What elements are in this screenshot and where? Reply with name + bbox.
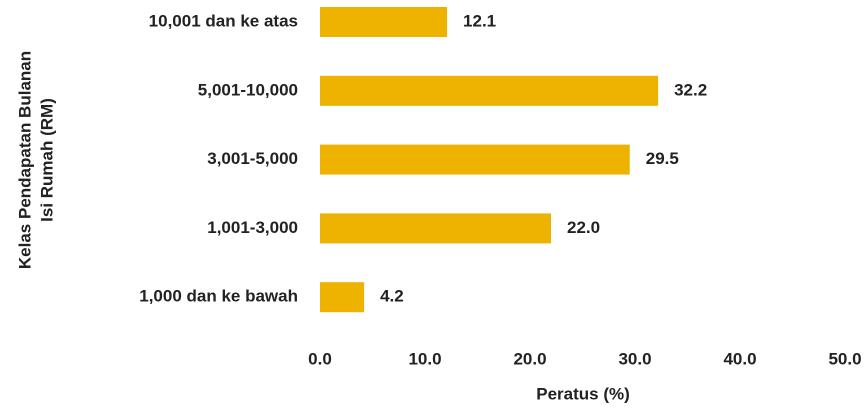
bar [320,282,365,313]
y-tick-label: 1,000 dan ke bawah [139,287,298,306]
value-label: 22.0 [567,218,600,237]
value-label: 12.1 [463,11,496,30]
bar [320,75,659,106]
bar [320,213,551,244]
y-axis-label-line: Isi Rumah (RM) [37,98,56,222]
bar [320,144,630,175]
y-tick-label: 1,001-3,000 [207,218,298,237]
y-axis-label: Kelas Pendapatan Bulanan Isi Rumah (RM) [15,51,56,269]
y-tick-label: 10,001 dan ke atas [149,11,298,30]
x-tick-label: 30.0 [618,349,651,368]
value-label: 32.2 [674,80,707,99]
x-tick-label: 10.0 [408,349,441,368]
value-label: 29.5 [646,149,679,168]
bar [320,7,448,37]
x-tick-label: 50.0 [828,349,861,368]
y-tick-label: 3,001-5,000 [207,149,298,168]
y-axis-label-line: Kelas Pendapatan Bulanan [15,51,34,269]
x-tick-label: 20.0 [513,349,546,368]
y-tick-label: 5,001-10,000 [198,80,298,99]
x-tick-label: 40.0 [723,349,756,368]
x-axis-label: Peratus (%) [536,384,630,403]
value-label: 4.2 [380,287,404,306]
x-tick-label: 0.0 [308,349,332,368]
